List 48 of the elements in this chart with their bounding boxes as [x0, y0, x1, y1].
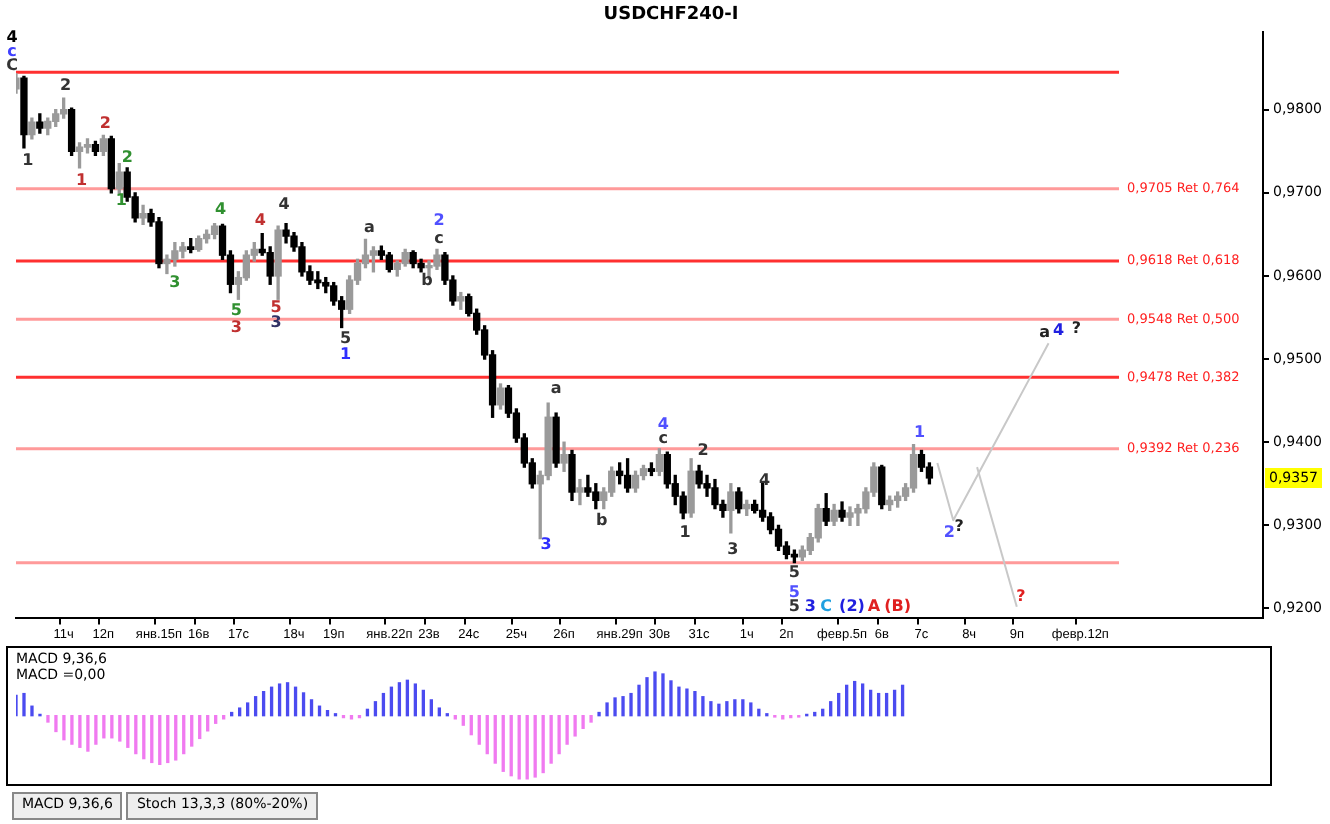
annotation: 2: [433, 211, 445, 230]
annotation: 3: [169, 273, 181, 292]
annotation: 3: [540, 534, 552, 553]
annotation: (B): [884, 596, 912, 615]
annotation: 2: [99, 113, 111, 132]
annotation: C: [820, 596, 833, 615]
annotation: b: [596, 510, 609, 529]
annotation: c: [7, 41, 18, 60]
annotation: 5: [788, 562, 801, 581]
annotation: 1: [22, 151, 35, 170]
annotation: ?: [954, 517, 965, 536]
annotation: 2: [943, 522, 955, 541]
chart-title: USDCHF240-I: [603, 5, 739, 26]
annotation: a: [1039, 323, 1050, 342]
annotation: 4: [1052, 321, 1065, 340]
annotation: 4: [254, 211, 267, 230]
annotation: C: [6, 55, 19, 74]
annotation: 2: [60, 75, 72, 94]
annotation: ?: [1016, 586, 1027, 605]
annotation: 5: [788, 596, 801, 615]
annotation: (2): [839, 596, 865, 615]
annotation: c: [658, 429, 669, 447]
annotation: b: [421, 271, 434, 290]
annotation: 3: [727, 540, 739, 559]
annotation: 5: [230, 301, 243, 320]
annotation: A: [867, 596, 882, 615]
annotation: 4: [759, 470, 772, 489]
annotation: 4: [278, 195, 291, 214]
annotation: 5: [788, 582, 801, 601]
annotation: 3: [270, 313, 282, 332]
annotation: 1: [913, 423, 926, 442]
annotation: 2: [697, 441, 709, 460]
annotation: a: [364, 217, 375, 236]
annotation: 1: [679, 522, 692, 541]
annotation: 4: [214, 199, 227, 218]
annotation: 2: [121, 147, 133, 166]
annotation: 5: [270, 297, 283, 316]
annotation: a: [550, 379, 562, 398]
annotation: 4: [6, 28, 19, 47]
annotation: c: [434, 229, 445, 248]
annotation: 1: [75, 171, 88, 190]
annotation: 1: [340, 345, 353, 364]
annotation: 4: [657, 414, 670, 433]
annotation: 3: [804, 596, 816, 615]
annotation: ?: [1071, 319, 1082, 338]
annotation: 1: [115, 191, 128, 210]
annotation: 3: [230, 317, 242, 336]
annotation: 5: [340, 329, 353, 348]
